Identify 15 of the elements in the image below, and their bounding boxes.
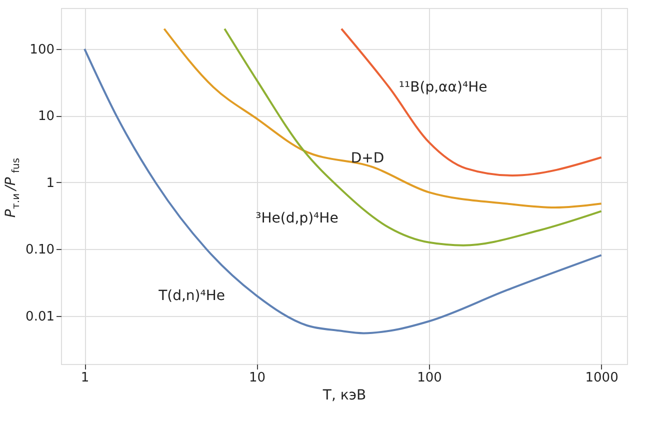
series-label: T(d,n)⁴He xyxy=(158,288,226,304)
series-label: ¹¹B(p,αα)⁴He xyxy=(398,79,488,96)
y-axis-title: Pт.и/Pfus xyxy=(3,158,22,218)
y-tick-label: 10 xyxy=(38,109,54,124)
x-tick-label: 100 xyxy=(417,370,442,386)
y-tick-label: 1 xyxy=(46,176,54,191)
y-tick-label: 0.01 xyxy=(26,309,54,324)
x-axis-title: T, кэВ xyxy=(322,388,366,404)
series-label: ³He(d,p)⁴He xyxy=(256,210,338,226)
x-tick-label: 1 xyxy=(80,370,90,386)
x-tick-label: 10 xyxy=(249,370,266,386)
y-tick-label: 0.10 xyxy=(26,242,54,258)
series-label: D+D xyxy=(350,150,384,166)
y-tick-label: 100 xyxy=(30,42,54,58)
x-tick-label: 1000 xyxy=(585,370,618,386)
